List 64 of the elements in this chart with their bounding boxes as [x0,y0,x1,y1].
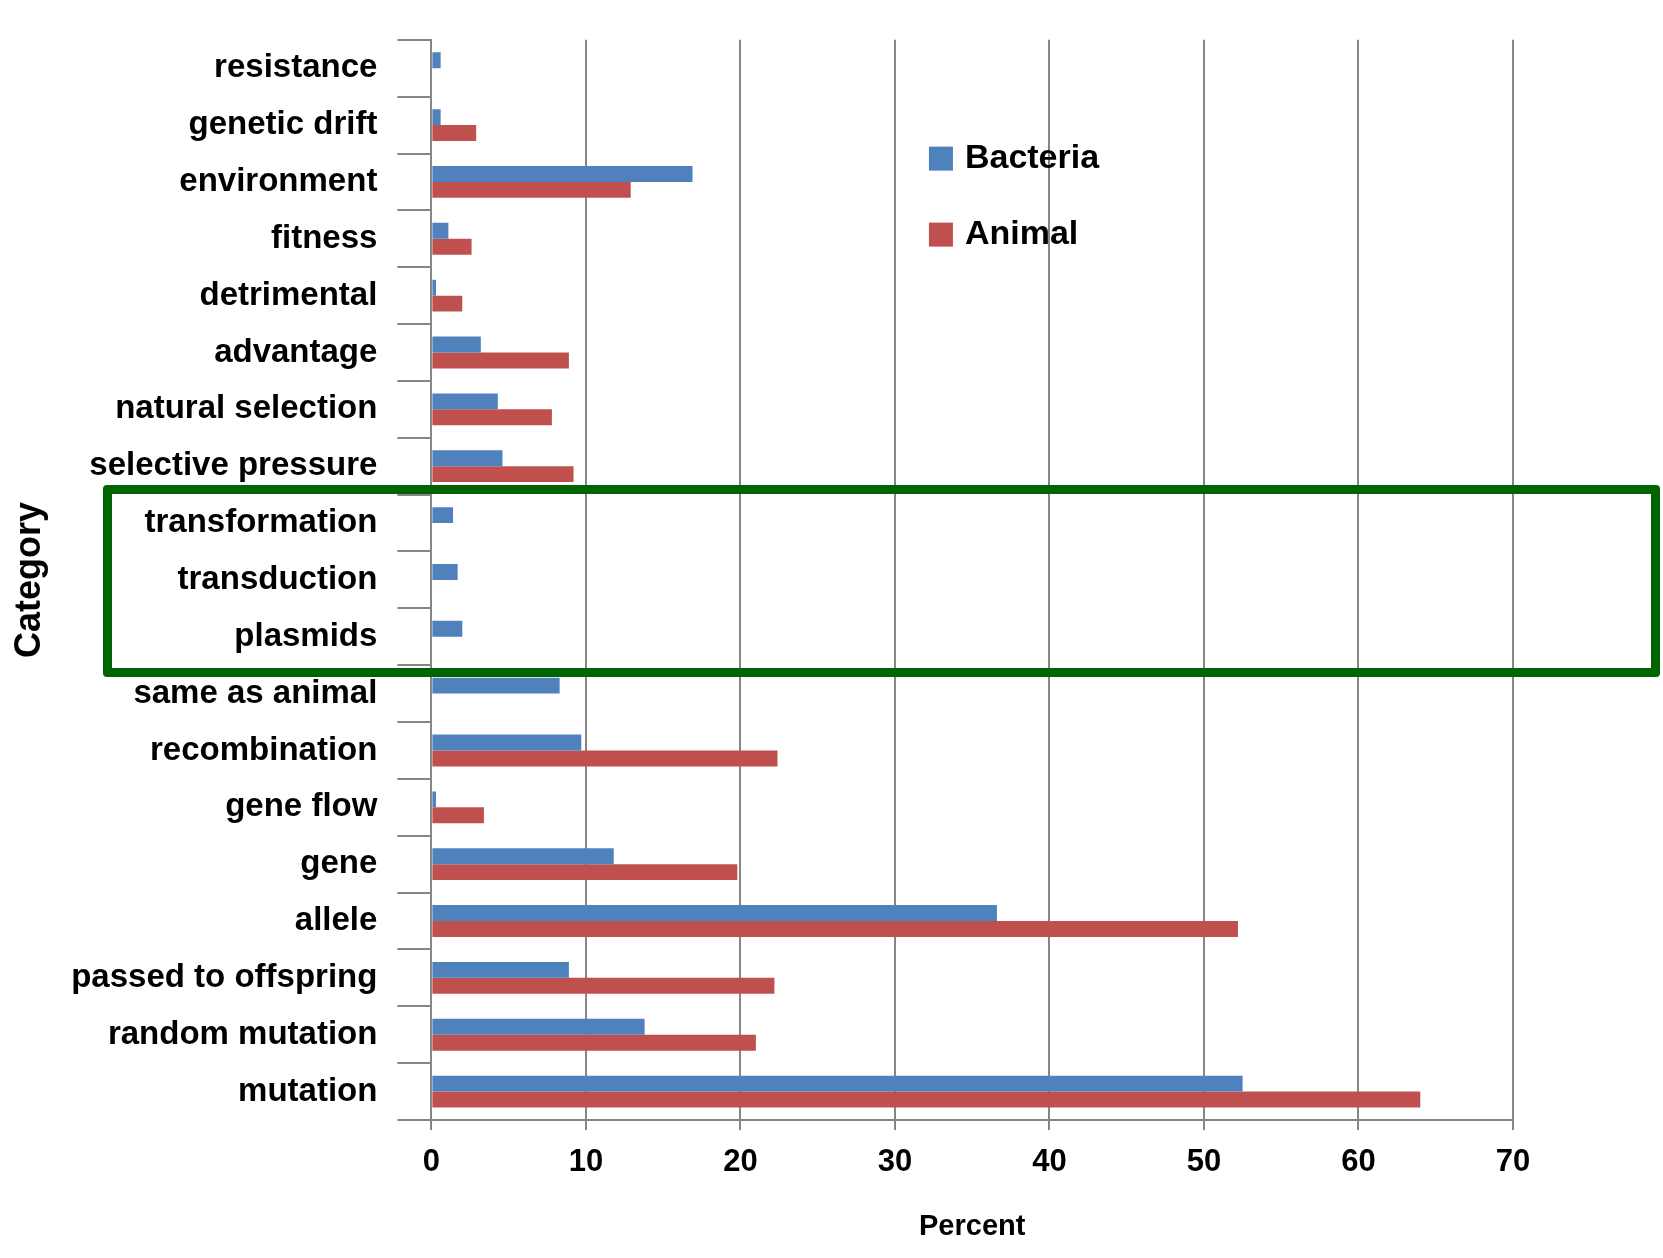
x-tick-label: 20 [723,1143,758,1179]
bar [432,961,569,978]
bar [432,734,582,751]
y-tick-label: random mutation [107,1013,378,1051]
x-tick-label: 70 [1495,1143,1531,1179]
y-axis-title: Category [6,501,48,658]
bar [432,222,449,239]
bar [432,750,778,767]
bar [432,848,614,865]
bar [432,807,484,824]
y-tick-label: gene flow [225,786,378,824]
y-tick-label: fitness [271,217,378,255]
bar [432,620,463,637]
bar [432,507,454,524]
legend-label: Animal [964,213,1079,251]
bar [432,1075,1243,1092]
y-tick-label: allele [294,900,378,938]
bar [432,563,458,580]
y-tick-label: environment [179,161,378,199]
bar [432,295,463,312]
y-tick-label: transduction [177,558,378,596]
bar [432,352,569,369]
legend-label: Bacteria [964,137,1101,175]
bar [432,1018,645,1035]
bar [432,238,472,255]
bar [432,125,477,141]
bar [432,336,481,353]
y-tick-label: recombination [150,729,378,767]
bar [432,677,560,694]
bar [432,409,552,426]
bar [432,52,441,69]
x-tick-label: 40 [1032,1143,1067,1179]
y-tick-label: genetic drift [188,104,378,142]
x-tick-label: 30 [877,1143,913,1179]
bar [432,109,441,126]
y-tick-label: same as animal [133,672,378,710]
bar [432,977,775,994]
bar [432,466,574,483]
bar [432,1034,756,1051]
bar [432,921,1238,937]
y-tick-label: mutation [238,1070,378,1108]
x-tick-label: 10 [568,1143,604,1179]
x-axis-title: Percent [919,1208,1026,1241]
y-tick-label: advantage [214,331,378,369]
y-tick-label: resistance [214,47,378,85]
y-tick-label: detrimental [199,274,378,312]
y-tick-label: selective pressure [89,445,378,483]
x-tick-label: 60 [1341,1143,1376,1179]
bar [432,166,693,182]
y-tick-label: passed to offspring [71,956,378,994]
y-tick-label: plasmids [234,615,378,653]
x-tick-label: 50 [1186,1143,1222,1179]
bar [432,181,631,198]
y-tick-label: natural selection [115,388,378,426]
bar [432,864,738,881]
x-tick-label: 0 [422,1143,441,1179]
bar [432,393,498,410]
bar [432,905,997,922]
bar [432,1091,1421,1108]
bar [432,279,437,296]
y-tick-label: transformation [144,502,378,540]
bar [432,791,437,808]
bar [432,450,503,467]
y-tick-label: gene [300,843,378,881]
